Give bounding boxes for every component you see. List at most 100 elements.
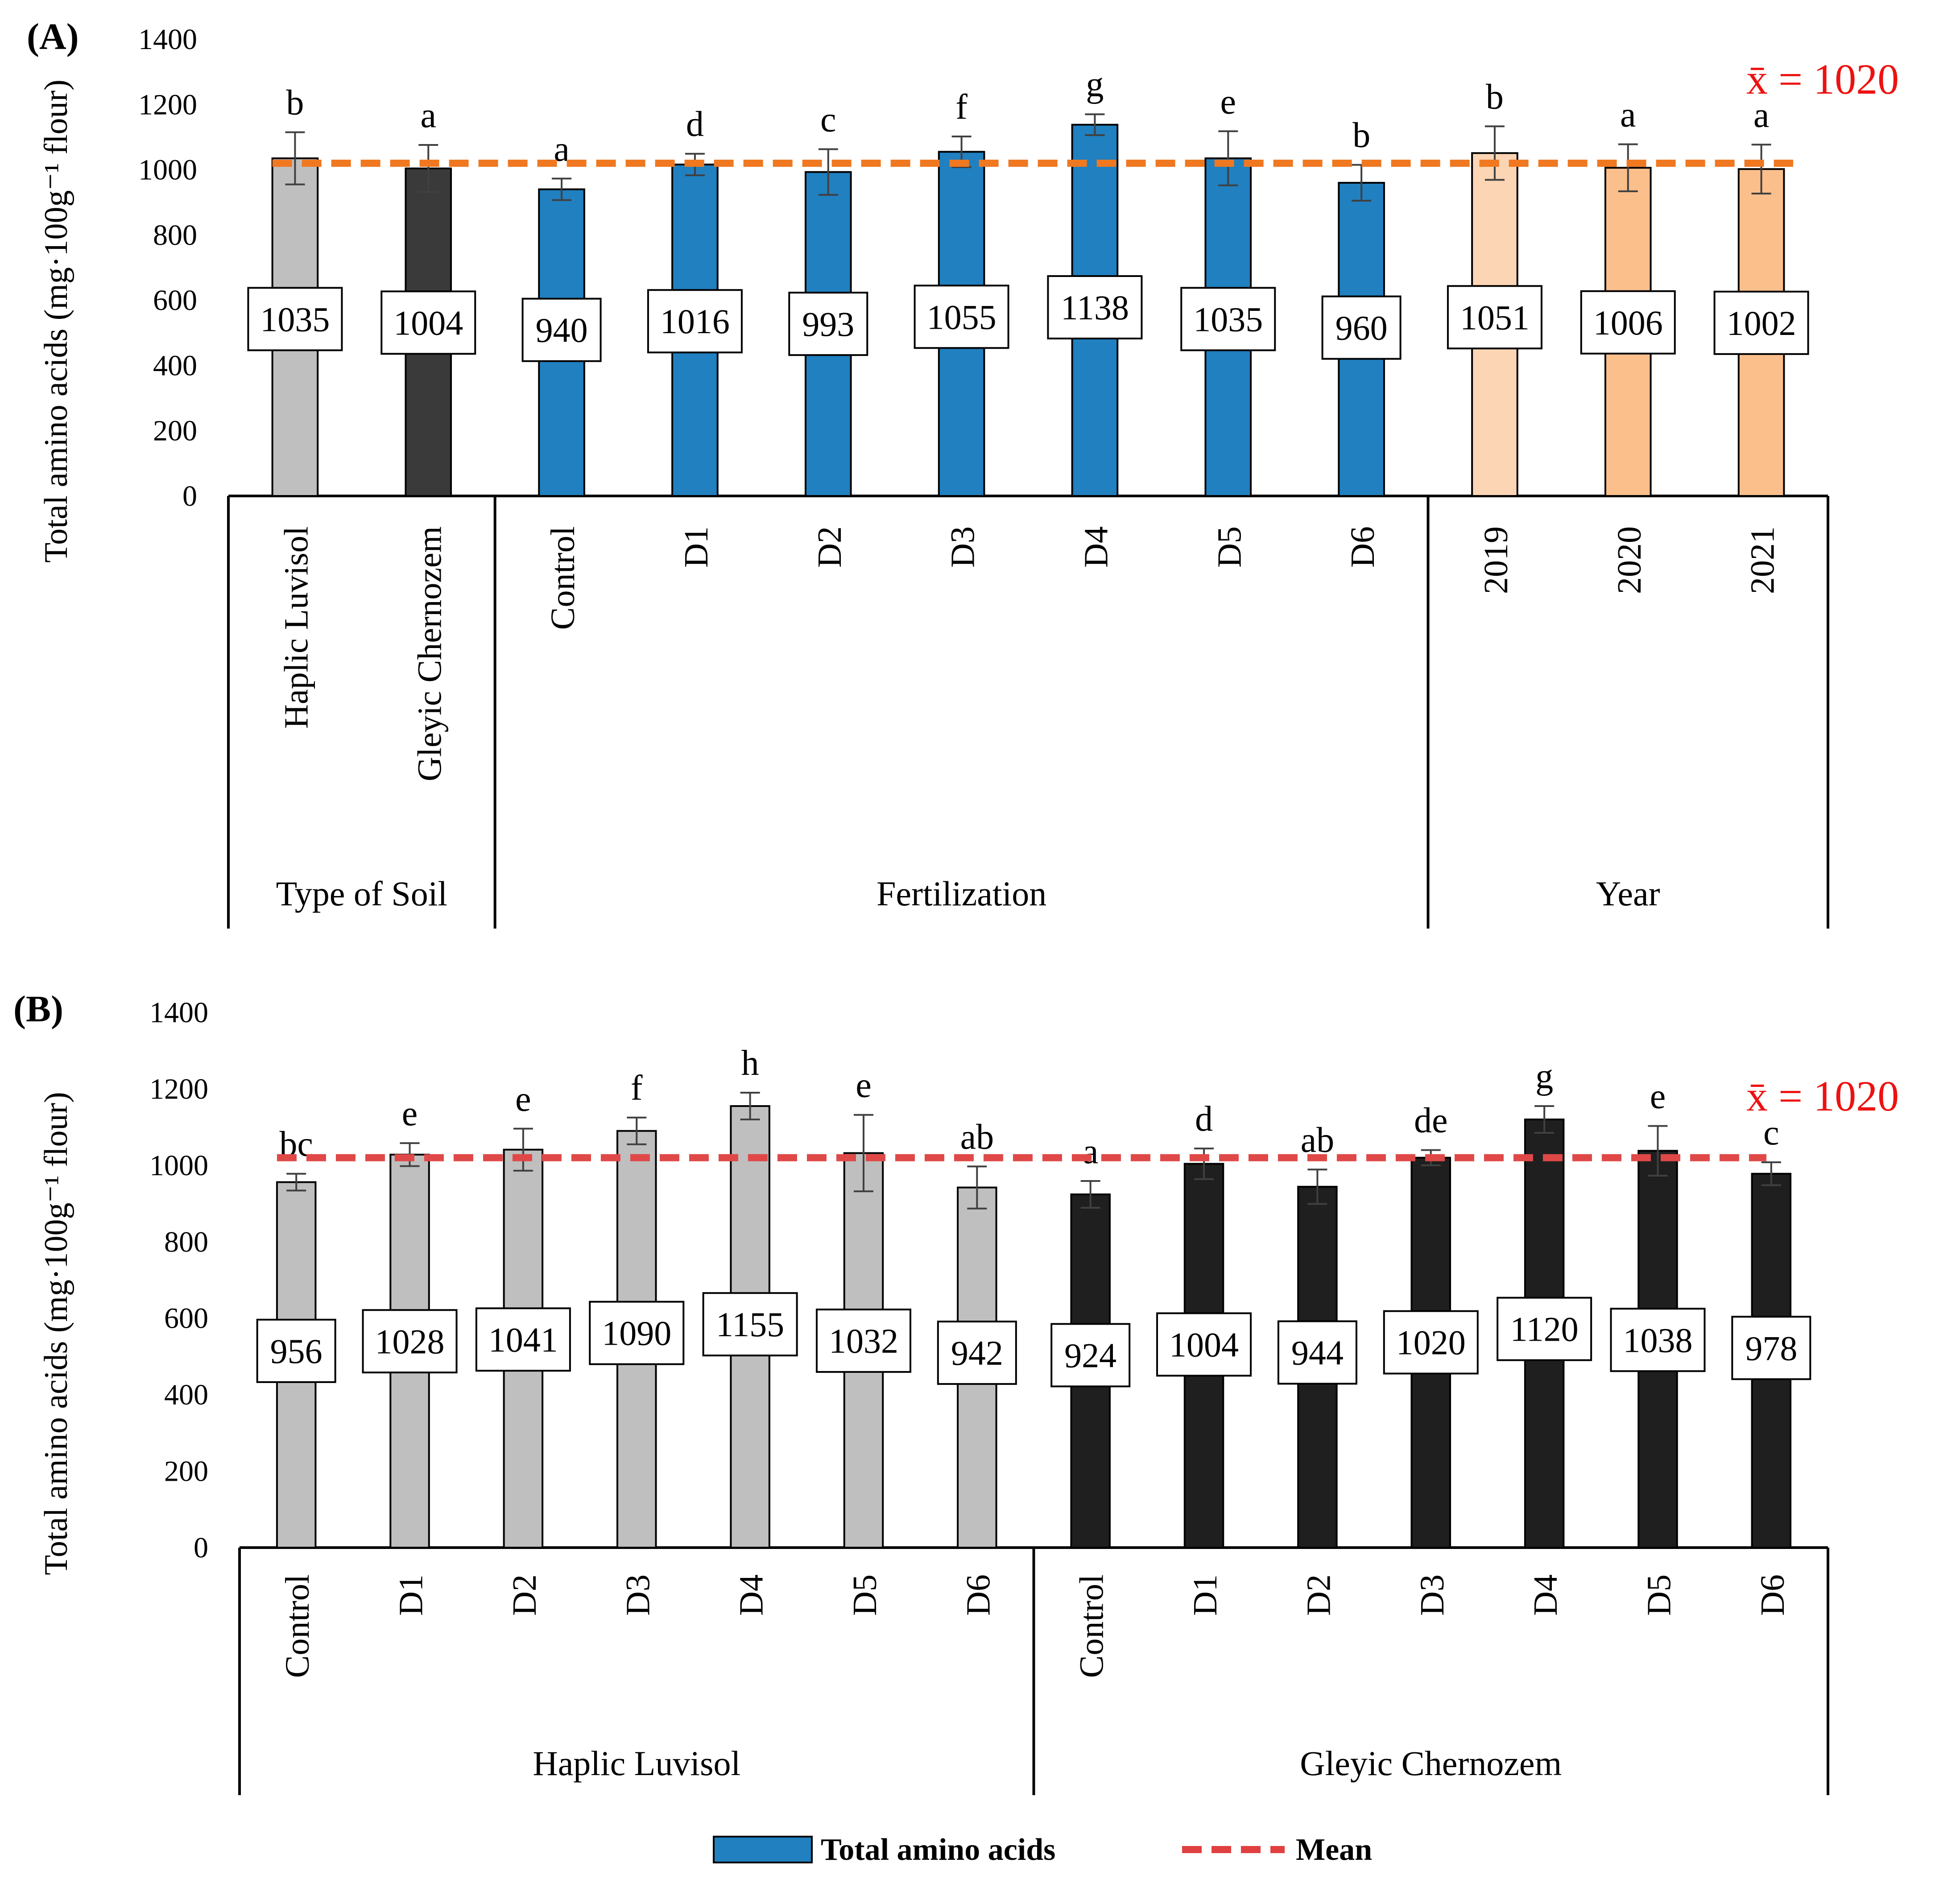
value-label: 1041 xyxy=(488,1320,558,1359)
value-label-box xyxy=(1447,285,1542,350)
value-label: 1155 xyxy=(716,1305,784,1344)
value-label: 960 xyxy=(1336,309,1388,347)
value-label-box xyxy=(1713,290,1809,355)
category-label: D3 xyxy=(944,526,982,568)
legend-bar-label: Total amino acids xyxy=(821,1833,1055,1867)
mean-label: x̄ = 1020 xyxy=(1746,1072,1899,1120)
value-label: 956 xyxy=(270,1332,323,1371)
value-label-box xyxy=(1047,275,1143,340)
y-tick-label: 400 xyxy=(164,1379,208,1411)
significance-letter: d xyxy=(686,105,704,144)
significance-letter: e xyxy=(515,1080,531,1119)
value-label: 1090 xyxy=(602,1314,671,1353)
significance-letter: f xyxy=(631,1069,643,1108)
y-tick-label: 1000 xyxy=(138,154,197,186)
group-label: Fertilization xyxy=(877,874,1046,913)
value-label: 1004 xyxy=(1169,1326,1239,1364)
value-label: 1002 xyxy=(1727,304,1796,343)
y-axis-label: Total amino acids (mg·100g⁻¹ flour) xyxy=(38,1092,74,1575)
panel-label: (B) xyxy=(13,988,63,1030)
panel-b: (B) 0 200 400 600 800 1000 1200 1400 Total amino … xyxy=(13,988,1899,1795)
significance-letter: c xyxy=(820,100,836,139)
legend: Total amino acids Mean xyxy=(713,1833,1372,1867)
value-label: 1051 xyxy=(1460,298,1530,337)
significance-letter: b xyxy=(1352,116,1370,155)
y-tick-label: 1400 xyxy=(149,996,208,1029)
value-label: 1038 xyxy=(1623,1321,1692,1359)
category-label: D5 xyxy=(846,1574,884,1616)
category-label: D4 xyxy=(1527,1574,1564,1616)
category-label: Gleyic Chernozem xyxy=(411,526,448,781)
significance-letter: e xyxy=(1650,1077,1666,1116)
value-label-box xyxy=(1180,287,1276,351)
category-label: 2019 xyxy=(1477,526,1515,594)
value-label: 993 xyxy=(802,305,854,343)
significance-letter: ab xyxy=(1301,1120,1335,1160)
category-label: D1 xyxy=(678,526,715,568)
value-label-box xyxy=(1321,295,1402,360)
legend-bar-swatch xyxy=(713,1836,813,1863)
value-label-box xyxy=(475,1307,571,1372)
significance-letter: b xyxy=(1486,77,1504,116)
category-label: D3 xyxy=(1414,1574,1451,1616)
category-label: D5 xyxy=(1211,526,1248,568)
category-label: D1 xyxy=(1187,1574,1224,1616)
significance-letter: a xyxy=(1753,95,1770,135)
significance-letter: e xyxy=(402,1094,418,1133)
significance-letter: c xyxy=(1763,1113,1779,1152)
category-label: D2 xyxy=(506,1574,543,1616)
legend-mean-label: Mean xyxy=(1296,1833,1372,1867)
y-tick-label: 800 xyxy=(153,219,197,252)
value-label: 942 xyxy=(951,1334,1003,1372)
significance-letter: a xyxy=(420,96,436,135)
y-tick-label: 0 xyxy=(182,480,197,512)
y-tick-label: 200 xyxy=(164,1455,208,1488)
value-label-box xyxy=(1277,1320,1357,1385)
value-label-box xyxy=(521,297,602,362)
mean-label: x̄ = 1020 xyxy=(1746,55,1899,103)
panel-a: (A) 0 200 400 600 800 1000 1200 1400 Total amino … xyxy=(27,16,1899,929)
y-tick-label: 1200 xyxy=(149,1073,208,1105)
significance-letter: de xyxy=(1414,1101,1448,1140)
y-tick-label: 600 xyxy=(164,1302,208,1335)
category-label: D4 xyxy=(733,1574,770,1616)
value-label-box xyxy=(1731,1316,1811,1380)
value-label-box xyxy=(256,1318,336,1383)
category-label: Control xyxy=(544,526,582,630)
category-label: Control xyxy=(1073,1574,1111,1678)
value-label: 1055 xyxy=(927,297,997,336)
group-label: Gleyic Chernozem xyxy=(1300,1744,1562,1783)
value-label-box xyxy=(914,285,1009,349)
y-tick-label: 600 xyxy=(153,284,197,317)
value-label-box xyxy=(937,1321,1017,1385)
value-label: 1035 xyxy=(1193,300,1263,339)
value-label: 944 xyxy=(1291,1334,1344,1372)
significance-letter: f xyxy=(955,87,968,127)
category-label: D5 xyxy=(1640,1574,1678,1616)
y-tick-label: 0 xyxy=(194,1532,208,1564)
value-label-box xyxy=(647,289,743,354)
value-label-box xyxy=(815,1309,911,1373)
group-label: Haplic Luvisol xyxy=(533,1744,740,1783)
y-tick-label: 200 xyxy=(153,415,197,447)
value-label-box xyxy=(380,290,476,355)
category-label: D3 xyxy=(619,1574,657,1616)
category-label: D2 xyxy=(811,526,848,568)
value-label: 1032 xyxy=(829,1321,898,1360)
value-label-box xyxy=(1383,1310,1479,1375)
value-label: 1004 xyxy=(393,303,463,342)
category-label: 2021 xyxy=(1744,526,1782,594)
significance-letter: a xyxy=(1083,1132,1099,1171)
significance-letter: g xyxy=(1086,65,1104,104)
significance-letter: e xyxy=(856,1066,872,1105)
value-label-box xyxy=(1580,290,1676,355)
value-label: 1028 xyxy=(375,1322,445,1361)
panel-label: (A) xyxy=(27,16,79,58)
y-tick-label: 800 xyxy=(164,1226,208,1258)
y-tick-label: 400 xyxy=(153,349,197,382)
category-label: D6 xyxy=(959,1574,997,1616)
significance-letter: h xyxy=(741,1044,759,1083)
value-label-box xyxy=(1050,1323,1131,1387)
significance-letter: b xyxy=(286,83,304,122)
